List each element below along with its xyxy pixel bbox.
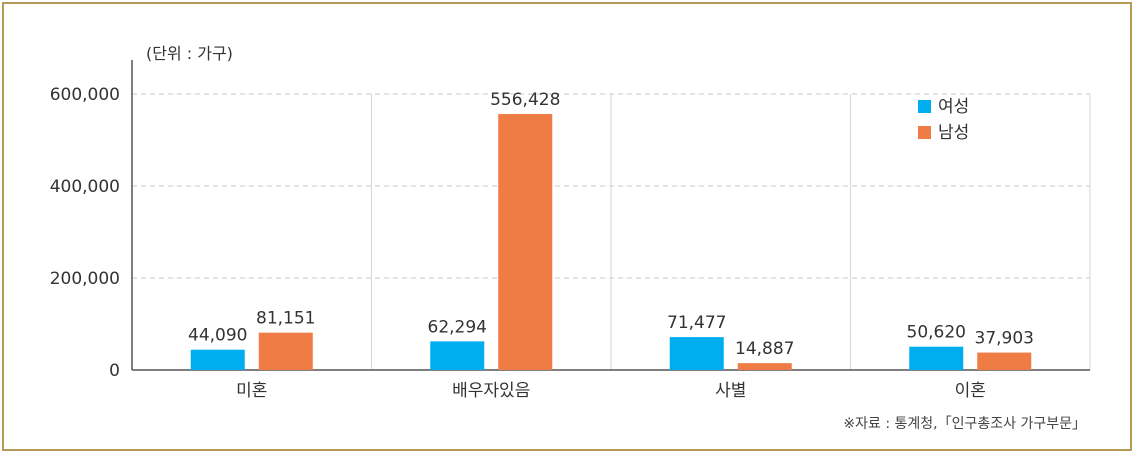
data-label: 50,620 — [907, 323, 966, 343]
x-tick-label: 배우자있음 — [452, 381, 530, 401]
y-tick-label: 600,000 — [50, 85, 120, 105]
data-label: 71,477 — [667, 313, 726, 333]
bar-male — [258, 332, 313, 370]
source-note: ※자료 : 통계청,「인구총조사 가구부문」 — [843, 416, 1086, 432]
x-tick-label: 미혼 — [236, 381, 267, 401]
x-tick-label: 이혼 — [955, 381, 986, 401]
bar-female — [190, 349, 245, 370]
y-tick-labels: 0 200,000 400,000 600,000 — [50, 85, 120, 381]
y-tick-label: 200,000 — [50, 269, 120, 289]
data-label: 37,903 — [975, 329, 1034, 349]
bar-female — [669, 337, 724, 370]
legend-label: 여성 — [938, 97, 969, 117]
bars — [190, 114, 1032, 370]
bar-male — [737, 363, 792, 370]
data-label: 44,090 — [188, 326, 247, 346]
x-tick-label: 사별 — [715, 381, 746, 401]
data-label: 14,887 — [735, 339, 794, 359]
legend-swatch — [918, 126, 931, 139]
bar-male — [977, 352, 1032, 370]
bar-male — [498, 114, 553, 370]
data-label: 81,151 — [256, 309, 315, 329]
legend-label: 남성 — [938, 123, 969, 143]
y-tick-label: 0 — [109, 361, 120, 381]
data-label: 556,428 — [490, 90, 560, 110]
x-tick-labels: 미혼 배우자있음 사별 이혼 — [236, 381, 986, 401]
data-label: 62,294 — [428, 317, 487, 337]
grid-lines — [132, 93, 1091, 370]
data-labels: 44,090 81,151 62,294 556,428 71,477 14,887 50,… — [188, 90, 1034, 359]
y-tick-label: 400,000 — [50, 177, 120, 197]
bar-female — [430, 341, 485, 370]
bar-female — [909, 346, 964, 370]
legend-swatch — [918, 100, 931, 113]
unit-label: (단위 : 가구) — [146, 44, 233, 63]
